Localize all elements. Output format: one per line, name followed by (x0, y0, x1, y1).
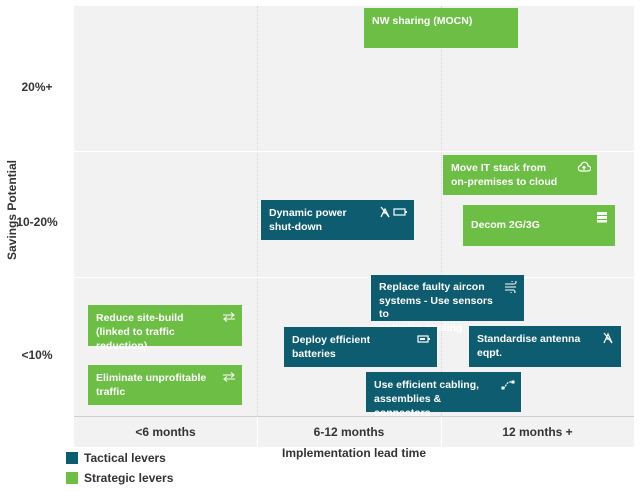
legend-label: Tactical levers (84, 451, 166, 465)
arrows-exchange-icon (223, 372, 235, 382)
aircon-icon (505, 281, 517, 293)
lever-label: Use efficient cabling, assemblies & conn… (374, 379, 480, 419)
x-tick-label: <6 months (135, 425, 196, 439)
legend-swatch (66, 472, 78, 484)
lever-label: NW sharing (MOCN) (372, 15, 473, 27)
lever-label: Decom 2G/3G (471, 219, 540, 231)
connector-icon (501, 380, 515, 390)
antenna-battery-icon (380, 206, 407, 218)
lever-box: Use efficient cabling, assemblies & conn… (366, 372, 521, 419)
legend-item-strategic: Strategic levers (66, 471, 173, 485)
x-axis-band: <6 months 6-12 months 12 months + (74, 416, 634, 447)
x-tick-separator (257, 417, 258, 447)
arrows-exchange-icon (223, 312, 235, 322)
y-axis-title: Savings Potential (5, 159, 19, 261)
x-tick-label: 6-12 months (313, 425, 385, 439)
y-tick-label: 10-20% (16, 215, 58, 229)
lever-box: Dynamic power shut-down (261, 200, 414, 240)
lever-label: Standardise antenna eqpt. (477, 333, 581, 359)
lever-label: Deploy efficient batteries (292, 334, 371, 360)
lever-box: Deploy efficient batteries (284, 327, 437, 367)
lever-box: Reduce site-build (linked to traffic red… (88, 305, 242, 352)
lever-box: Eliminate unprofitable traffic (88, 365, 242, 405)
x-tick-label: 12 months + (502, 425, 573, 439)
lever-box: Replace faulty aircon systems - Use sens… (371, 275, 524, 334)
x-axis-title: Implementation lead time (281, 446, 427, 460)
x-tick-separator (441, 417, 442, 447)
antenna-icon (603, 332, 613, 344)
lever-box: Decom 2G/3G (463, 205, 615, 246)
y-tick-label: <10% (21, 348, 53, 362)
lever-box: NW sharing (MOCN) (364, 8, 518, 48)
legend-swatch (66, 452, 78, 464)
lever-label: Move IT stack from on-premises to cloud (451, 162, 558, 188)
server-icon (597, 212, 607, 223)
column-divider (257, 6, 258, 416)
legend-label: Strategic levers (84, 471, 174, 485)
y-tick-label: 20%+ (21, 80, 53, 94)
battery-icon (417, 335, 430, 343)
cloud-upload-icon (577, 161, 591, 172)
legend-item-tactical: Tactical levers (66, 451, 166, 465)
column-divider (441, 6, 442, 416)
lever-label: Reduce site-build (linked to traffic red… (96, 312, 184, 352)
lever-box: Standardise antenna eqpt. (469, 326, 621, 367)
row-divider (74, 277, 634, 278)
lever-label: Eliminate unprofitable traffic (96, 372, 207, 398)
lever-label: Dynamic power shut-down (269, 207, 347, 233)
lever-box: Move IT stack from on-premises to cloud (443, 155, 597, 195)
row-divider (74, 151, 634, 152)
